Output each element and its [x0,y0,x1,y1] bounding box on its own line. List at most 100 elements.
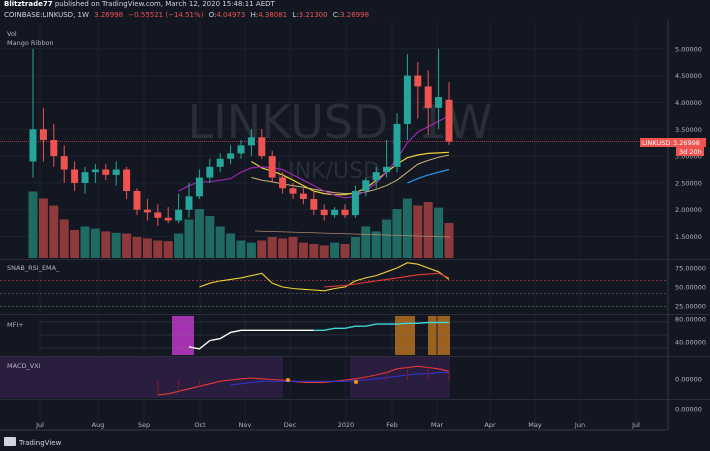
timer-box [676,147,704,156]
candle-body [268,156,276,178]
volume-bar [382,219,392,258]
volume-bar [288,237,298,258]
macd-band [0,357,283,398]
volume-bar [298,242,308,258]
candle-body [383,166,391,173]
rsi-tick-label: 25.00000 [675,303,706,311]
candle-body [299,193,307,199]
price-tag-label: LINKUSD [642,139,670,147]
rsi-yellow-line [199,262,450,292]
low-label: L: [292,11,299,19]
indicator-lines [157,115,451,396]
volume-bar [70,230,80,258]
time-tick-label: Dec [284,421,297,429]
candle-body [424,86,432,108]
macd-band [350,357,450,398]
volume-bar [153,240,163,258]
price-change: −0.55521 (−14.51%) [128,11,204,19]
highlight-bands [0,316,450,398]
price-tick-label: 1.50000 [675,233,702,241]
candle-body [445,99,453,142]
candle-body [351,190,359,216]
time-tick-label: Sep [138,421,150,429]
ribbon-purple-line [178,115,450,199]
candle-body [362,180,370,191]
rsi-label: SNAB_RSI_EMA_ [7,264,60,272]
ribbon-yellow-line [251,151,450,196]
volume-bar [319,245,329,258]
mfi-white-line [188,329,314,350]
volume-bar [371,231,381,258]
candle-body [29,129,37,162]
volume-bars [28,191,454,258]
volume-bar [163,241,173,258]
candle-body [81,172,89,183]
volume-bar [361,226,371,258]
volume-bar [330,242,340,258]
volume-bar [184,219,194,258]
high-value: 4.38081 [258,11,288,19]
volume-bar [257,240,267,258]
candle-body [154,212,162,218]
volume-bar [111,232,121,258]
candle-body [71,169,79,183]
mfi-tick-label: 40.00000 [675,339,706,347]
candle-body [331,209,339,216]
volume-bar [444,223,454,258]
price-tag: LINKUSD 3.26998 3d 20h [640,138,706,156]
macd-label: MACD_VXI [7,362,41,370]
candle-body [143,209,151,213]
candle-body [320,209,328,216]
volume-bar [38,198,48,258]
time-tick-label: Jul [35,421,44,429]
candle-body [258,137,266,157]
candle-body [310,199,318,210]
mfi-label: MFI+ [7,321,24,329]
symbol-info: COINBASE:LINKUSD, 1W 3.26998 −0.55521 (−… [4,11,369,19]
candle-body [227,153,235,159]
price-tick-label: 2.00000 [675,206,702,214]
candle-body [91,169,99,173]
open-value: 4.04973 [216,11,246,19]
volume-bar [49,205,59,258]
volume-bar [246,242,256,258]
publish-info: Blitztrade77 published on TradingView.co… [4,0,275,8]
candle-body [60,156,68,170]
volume-bar [132,237,142,258]
mfi-magenta-band [172,316,194,355]
candle-body [414,75,422,87]
brand-text: TradingView [18,439,62,447]
candle-body [123,169,131,191]
candle-body [206,166,214,178]
volume-bar [205,216,215,258]
price-tag-value: 3.26998 [673,139,700,147]
candlesticks[interactable] [29,48,453,226]
volume-bar [28,191,38,258]
volume-bar [122,233,132,258]
time-tick-label: Aug [92,421,105,429]
candle-body [133,190,141,210]
volume-bar [402,198,412,258]
volume-bar [236,240,246,258]
close-label: C: [332,11,341,19]
mfi-cyan-line [313,321,449,331]
candle-body [39,129,47,140]
last-price: 3.26998 [94,11,124,19]
time-tick-label: Jun [574,421,585,429]
panel-bg [0,262,668,313]
author-name[interactable]: Blitztrade77 [4,0,53,8]
macd-tick-label: 0.00000 [675,406,702,414]
mfi-orange-band [395,316,415,355]
candle-body [195,177,203,197]
volume-bar [226,233,236,258]
volume-bar [434,207,444,258]
time-tick-label: Jul [631,421,640,429]
time-tick-label: Feb [386,421,398,429]
ribbon-blue-line [407,168,450,184]
bar-timer: 3d 20h [679,148,702,156]
tradingview-logo[interactable]: TradingView [4,437,62,447]
candle-body [341,209,349,216]
ribbon-long-ma-line [254,230,451,238]
